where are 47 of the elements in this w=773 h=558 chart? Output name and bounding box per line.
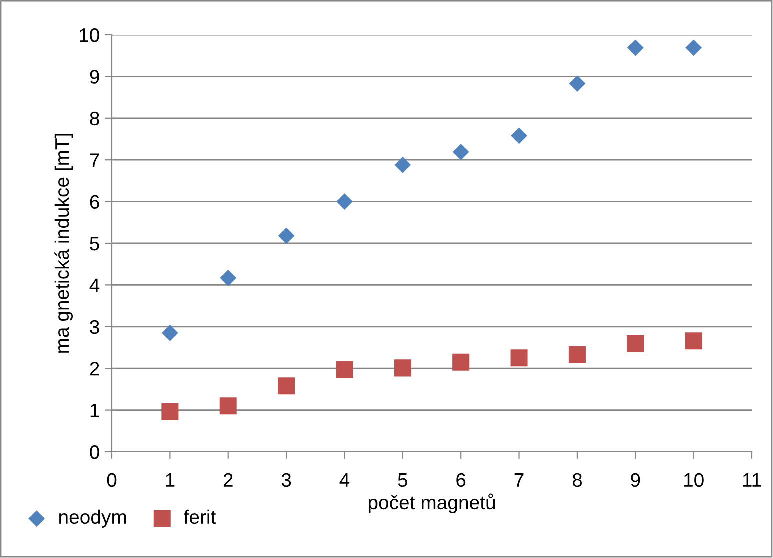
x-tick-label: 8: [572, 473, 582, 488]
point: [568, 346, 586, 364]
y-tick-label: 10: [80, 28, 100, 42]
x-tick-label: 11: [743, 474, 762, 487]
y-tick-label: 6: [90, 195, 100, 210]
x-tick-label: 5: [398, 474, 408, 488]
y-tick-label: 8: [90, 112, 100, 126]
point: [278, 228, 295, 244]
y-tick-label: 5: [90, 237, 100, 251]
point: [394, 156, 412, 174]
legend-label: neodym: [60, 510, 126, 528]
y-axis-title: ma gnetická indukce [mT]: [54, 134, 74, 353]
point: [220, 398, 237, 415]
point: [336, 361, 354, 378]
x-tick-label: 10: [684, 473, 704, 488]
y-tick-label: 3: [90, 320, 100, 334]
point: [569, 76, 586, 92]
y-tick-label: 7: [90, 154, 100, 168]
point: [627, 335, 644, 352]
point: [394, 360, 412, 377]
point: [336, 194, 353, 210]
y-tick-label: 4: [90, 278, 100, 292]
x-tick-label: 1: [166, 474, 175, 487]
y-tick-label: 2: [90, 362, 100, 376]
point: [510, 350, 528, 367]
point: [452, 144, 470, 160]
point: [162, 403, 179, 420]
x-tick-label: 7: [514, 474, 524, 487]
x-tick-label: 0: [107, 473, 117, 488]
point: [627, 40, 644, 56]
x-tick-label: 9: [631, 473, 640, 488]
point: [220, 270, 237, 286]
x-tick-label: 3: [282, 473, 292, 488]
x-tick-label: 6: [456, 473, 466, 488]
y-tick-label: 0: [90, 445, 100, 460]
point: [511, 128, 528, 144]
x-tick-label: 2: [224, 473, 233, 487]
y-tick-label: 9: [90, 70, 100, 84]
point: [278, 378, 296, 395]
y-tick-label: 1: [90, 404, 100, 418]
point: [685, 332, 702, 350]
point: [452, 354, 470, 371]
point: [686, 40, 702, 56]
point: [162, 324, 178, 342]
legend-label: ferit: [184, 510, 216, 524]
x-tick-label: 4: [340, 474, 350, 487]
x-axis-title: počet magnetů: [368, 494, 496, 514]
